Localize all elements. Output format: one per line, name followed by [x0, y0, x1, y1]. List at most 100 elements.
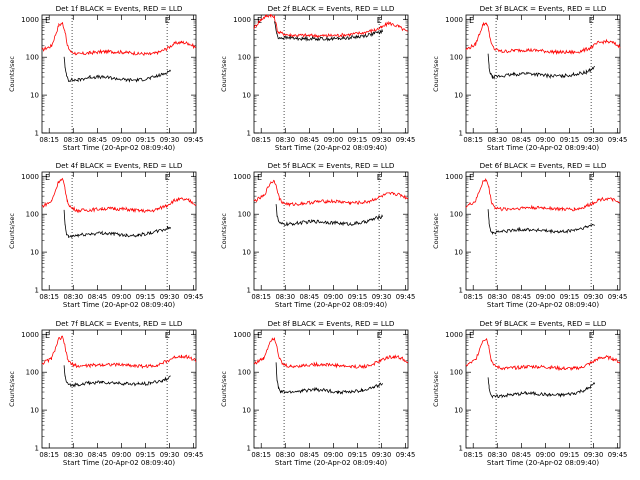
x-tick-label: 09:00 — [112, 293, 132, 301]
x-tick-label: 09:30 — [584, 293, 604, 301]
x-tick-label: 08:45 — [512, 136, 532, 144]
corner-label-left: E — [45, 173, 50, 182]
corner-label-left: E — [257, 331, 262, 340]
y-tick-label: 100 — [238, 54, 251, 62]
x-tick-label: 09:30 — [160, 293, 180, 301]
x-tick-label: 09:15 — [560, 136, 580, 144]
chart-panel-7: Det 7f BLACK = Events, RED = LLD 1 10 100 10… — [8, 319, 203, 467]
x-tick-label: 09:00 — [324, 293, 344, 301]
chart-panel-9: Det 9f BLACK = Events, RED = LLD 1 10 100 10… — [432, 319, 627, 467]
x-tick-label: 09:30 — [160, 136, 180, 144]
x-tick-label: 08:45 — [300, 451, 320, 459]
x-tick-label: 08:45 — [88, 451, 108, 459]
x-tick-label: 08:15 — [463, 451, 483, 459]
x-tick-label: 09:15 — [348, 293, 368, 301]
y-tick-label: 10 — [242, 249, 251, 257]
x-tick-label: 08:45 — [512, 451, 532, 459]
chart-title: Det 8f BLACK = Events, RED = LLD — [268, 319, 395, 328]
y-tick-label: 1 — [459, 445, 463, 453]
events-series-line — [63, 365, 171, 388]
y-tick-label: 10 — [454, 249, 463, 257]
corner-label-right: E — [377, 331, 382, 340]
x-tick-label: 09:45 — [608, 136, 628, 144]
y-tick-label: 100 — [238, 369, 251, 377]
x-tick-label: 08:30 — [275, 293, 295, 301]
y-tick-label: 1000 — [445, 331, 463, 339]
corner-label-right: E — [377, 16, 382, 25]
y-tick-label: 10 — [30, 92, 39, 100]
x-tick-label: 08:30 — [63, 451, 83, 459]
x-tick-label: 09:00 — [324, 136, 344, 144]
x-tick-label: 09:45 — [608, 293, 628, 301]
x-tick-label: 08:15 — [463, 136, 483, 144]
y-tick-label: 10 — [454, 407, 463, 415]
y-tick-label: 100 — [26, 54, 39, 62]
x-tick-label: 08:30 — [63, 293, 83, 301]
x-tick-label: 09:00 — [112, 136, 132, 144]
x-tick-label: 08:45 — [512, 293, 532, 301]
x-tick-label: 09:45 — [396, 136, 416, 144]
x-tick-label: 09:00 — [536, 293, 556, 301]
lld-series-line — [465, 177, 621, 212]
x-axis-label: Start Time (20-Apr-02 08:09:40) — [63, 459, 175, 467]
y-axis-label: Counts/sec — [8, 56, 16, 92]
y-tick-label: 1000 — [21, 16, 39, 24]
x-tick-label: 08:15 — [39, 451, 59, 459]
y-tick-label: 100 — [26, 211, 39, 219]
chart-panel-8: Det 8f BLACK = Events, RED = LLD 1 10 100 10… — [220, 319, 415, 467]
y-tick-label: 10 — [242, 407, 251, 415]
y-tick-label: 100 — [450, 369, 463, 377]
y-tick-label: 1000 — [233, 331, 251, 339]
y-tick-label: 1000 — [233, 173, 251, 181]
y-tick-label: 1 — [247, 130, 251, 138]
x-tick-label: 08:15 — [251, 136, 271, 144]
y-axis-label: Counts/sec — [432, 371, 440, 407]
lld-series-line — [253, 13, 409, 39]
plot-frame — [253, 14, 409, 134]
y-tick-label: 1 — [459, 287, 463, 295]
x-tick-label: 09:15 — [560, 451, 580, 459]
x-tick-label: 09:30 — [584, 451, 604, 459]
x-tick-label: 08:30 — [275, 136, 295, 144]
plot-frame — [41, 329, 197, 449]
lld-series-line — [41, 335, 197, 369]
x-axis-label: Start Time (20-Apr-02 08:09:40) — [275, 301, 387, 309]
events-series-line — [487, 377, 596, 399]
x-axis-label: Start Time (20-Apr-02 08:09:40) — [487, 459, 599, 467]
events-series-line — [487, 53, 595, 80]
chart-title: Det 6f BLACK = Events, RED = LLD — [480, 161, 607, 170]
y-axis-label: Counts/sec — [8, 371, 16, 407]
y-tick-label: 100 — [450, 54, 463, 62]
events-series-line — [275, 204, 384, 227]
events-series-line — [275, 362, 384, 395]
x-tick-label: 08:30 — [275, 451, 295, 459]
y-axis-label: Counts/sec — [432, 213, 440, 249]
y-tick-label: 100 — [26, 369, 39, 377]
x-tick-label: 09:30 — [160, 451, 180, 459]
x-tick-label: 08:45 — [88, 136, 108, 144]
corner-label-left: E — [45, 331, 50, 340]
events-series-line — [63, 209, 172, 239]
x-tick-label: 08:30 — [487, 293, 507, 301]
y-axis-label: Counts/sec — [220, 56, 228, 92]
lld-series-line — [253, 337, 409, 370]
x-tick-label: 08:15 — [39, 136, 59, 144]
x-tick-label: 09:30 — [372, 451, 392, 459]
y-tick-label: 10 — [454, 92, 463, 100]
corner-label-right: E — [589, 173, 594, 182]
y-tick-label: 1000 — [233, 16, 251, 24]
x-tick-label: 09:15 — [348, 451, 368, 459]
x-tick-label: 09:30 — [372, 136, 392, 144]
corner-label-right: E — [165, 331, 170, 340]
y-tick-label: 1000 — [21, 331, 39, 339]
corner-label-left: E — [469, 331, 474, 340]
y-tick-label: 1 — [459, 130, 463, 138]
x-tick-label: 08:45 — [300, 293, 320, 301]
plot-frame — [41, 14, 197, 134]
x-tick-label: 09:15 — [136, 136, 156, 144]
y-tick-label: 1000 — [445, 173, 463, 181]
chart-panel-5: Det 5f BLACK = Events, RED = LLD 1 10 100 10… — [220, 161, 415, 309]
x-tick-label: 09:45 — [608, 451, 628, 459]
corner-label-left: E — [257, 173, 262, 182]
x-tick-label: 09:45 — [184, 451, 204, 459]
